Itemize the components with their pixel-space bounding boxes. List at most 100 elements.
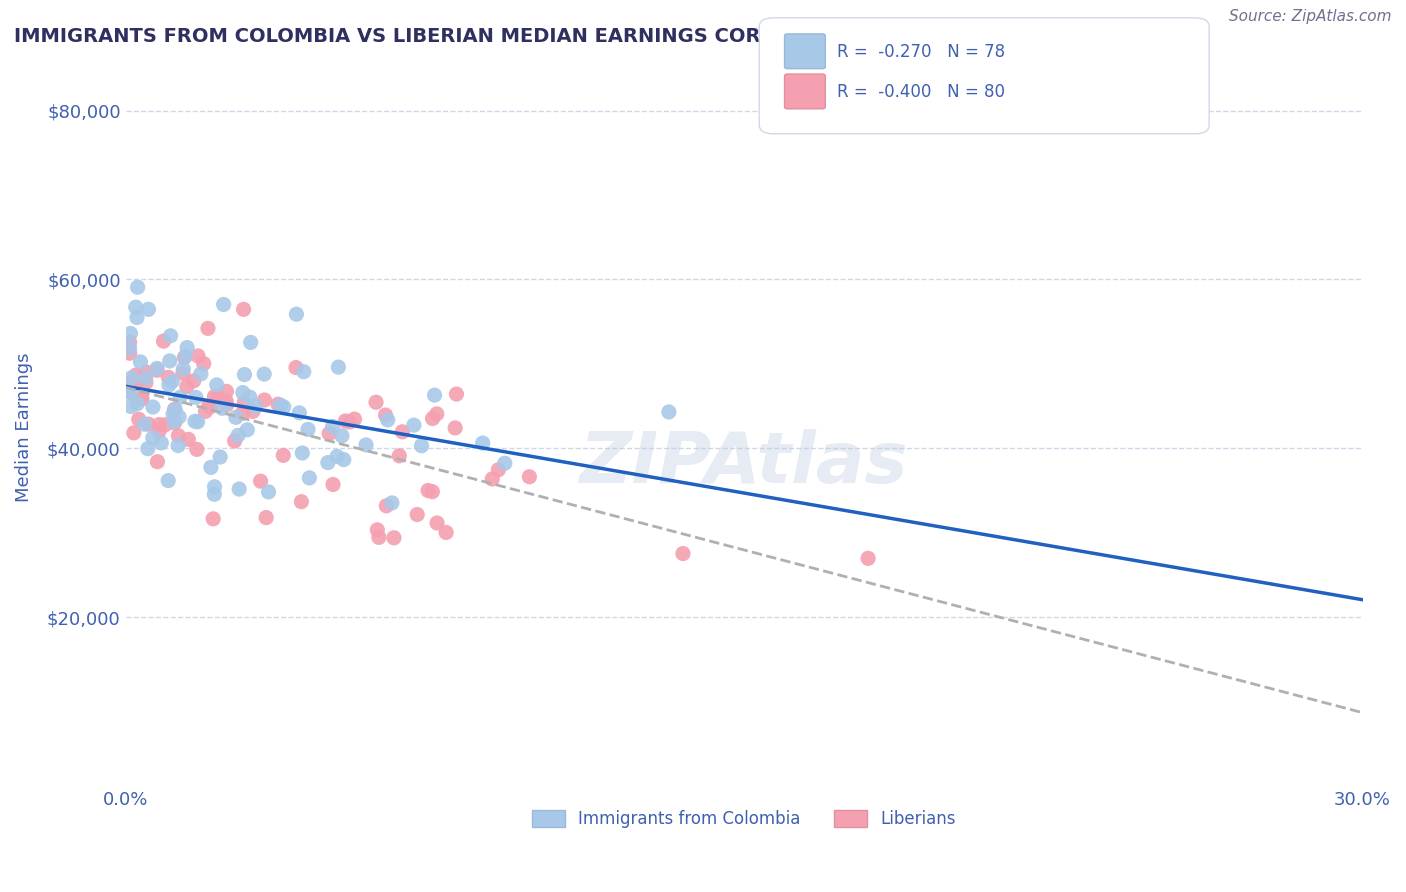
Point <box>233 368 256 382</box>
Point <box>163 402 186 417</box>
Point <box>471 436 494 450</box>
Point <box>481 472 503 486</box>
Point <box>291 446 314 460</box>
Point <box>131 392 153 406</box>
Point <box>197 321 219 335</box>
Point <box>135 376 157 390</box>
Point <box>122 425 145 440</box>
Point <box>162 374 184 388</box>
Point <box>148 417 170 432</box>
Point <box>148 424 170 438</box>
Point <box>328 360 350 375</box>
Point <box>285 360 308 375</box>
Point <box>157 474 180 488</box>
Y-axis label: Median Earnings: Median Earnings <box>15 352 32 502</box>
Point <box>288 406 311 420</box>
Point <box>297 422 319 436</box>
Point <box>127 397 149 411</box>
Point <box>118 341 141 355</box>
Point <box>131 391 153 405</box>
Point <box>204 480 226 494</box>
Point <box>202 487 225 501</box>
Point <box>377 413 399 427</box>
Point <box>157 378 180 392</box>
Point <box>153 417 176 432</box>
Point <box>118 346 141 360</box>
Point <box>271 448 294 462</box>
Point <box>142 400 165 414</box>
Point <box>316 456 339 470</box>
Text: R =  -0.270   N = 78: R = -0.270 N = 78 <box>837 43 1005 61</box>
Point <box>159 328 181 343</box>
Point <box>204 389 226 403</box>
Point <box>406 508 429 522</box>
Point <box>672 547 695 561</box>
Point <box>202 512 225 526</box>
Point <box>138 302 160 317</box>
Point <box>125 310 148 325</box>
Point <box>364 395 387 409</box>
Point <box>242 404 264 418</box>
Point <box>212 297 235 311</box>
Point <box>290 494 312 508</box>
Point <box>187 415 209 429</box>
Point <box>138 417 160 431</box>
Point <box>253 392 276 407</box>
Point <box>228 482 250 496</box>
Point <box>165 402 187 417</box>
Point <box>187 349 209 363</box>
Point <box>163 415 186 429</box>
Point <box>231 406 253 420</box>
Point <box>125 300 148 314</box>
Point <box>226 428 249 442</box>
Point <box>172 362 194 376</box>
Point <box>330 429 353 443</box>
Point <box>194 404 217 418</box>
Point <box>209 450 232 464</box>
Point <box>120 371 142 385</box>
Point <box>169 390 191 404</box>
Point <box>339 415 361 429</box>
Point <box>322 477 344 491</box>
Point <box>444 421 467 435</box>
Point <box>494 456 516 470</box>
Point <box>150 436 173 450</box>
Point <box>186 442 208 457</box>
Point <box>207 390 229 404</box>
Point <box>422 484 444 499</box>
Point <box>856 551 879 566</box>
Point <box>167 438 190 452</box>
Point <box>125 368 148 383</box>
Point <box>184 391 207 405</box>
Point <box>658 405 681 419</box>
Point <box>270 398 292 412</box>
Point <box>326 450 349 464</box>
Point <box>128 412 150 426</box>
Point <box>343 412 366 426</box>
Point <box>375 499 398 513</box>
Point <box>129 355 152 369</box>
Point <box>167 429 190 443</box>
Point <box>215 384 238 399</box>
Point <box>233 395 256 409</box>
Point <box>200 400 222 414</box>
Point <box>152 334 174 348</box>
Point <box>254 510 277 524</box>
Point <box>176 341 198 355</box>
Point <box>118 335 141 350</box>
Point <box>391 425 413 439</box>
Point <box>335 414 357 428</box>
Point <box>167 409 190 424</box>
Point <box>245 400 267 414</box>
Point <box>368 530 391 544</box>
Point <box>236 423 259 437</box>
Point <box>388 449 411 463</box>
Point <box>127 280 149 294</box>
Point <box>298 471 321 485</box>
Point <box>135 371 157 385</box>
Text: ZIPAtlas: ZIPAtlas <box>579 428 908 498</box>
Point <box>426 407 449 421</box>
Point <box>225 410 247 425</box>
Point <box>215 398 238 412</box>
Point <box>257 484 280 499</box>
